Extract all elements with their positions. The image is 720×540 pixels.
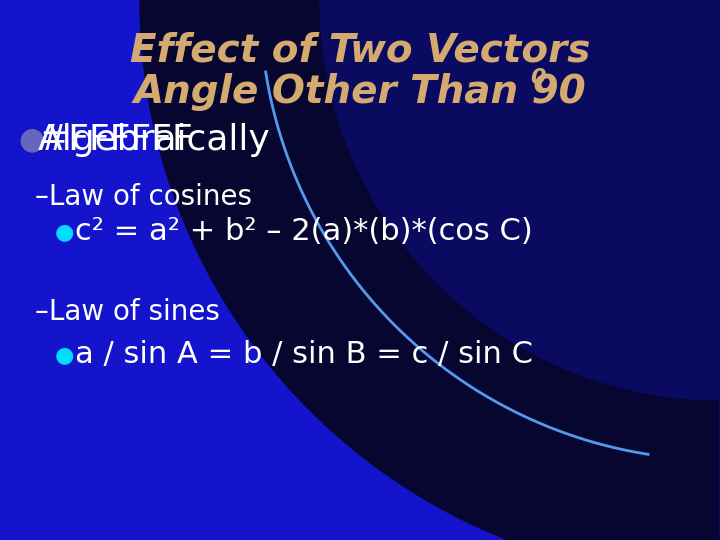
Polygon shape — [140, 0, 720, 540]
Text: 0: 0 — [530, 68, 546, 88]
Text: Algebraically: Algebraically — [38, 123, 271, 157]
Text: a / sin A = b / sin B = c / sin C: a / sin A = b / sin B = c / sin C — [75, 341, 533, 369]
Text: Angle Other Than 90: Angle Other Than 90 — [134, 73, 586, 111]
Polygon shape — [320, 0, 720, 540]
Text: ●: ● — [55, 222, 74, 242]
Text: –Law of cosines: –Law of cosines — [35, 183, 252, 211]
Text: Effect of Two Vectors: Effect of Two Vectors — [130, 31, 590, 69]
Text: c² = a² + b² – 2(a)*(b)*(cos C): c² = a² + b² – 2(a)*(b)*(cos C) — [75, 218, 533, 246]
Text: –Law of sines: –Law of sines — [35, 298, 220, 326]
Text: ●: ● — [55, 345, 74, 365]
Text: ●: ● — [18, 125, 45, 154]
Text: #FFFFFF: #FFFFFF — [38, 123, 193, 157]
